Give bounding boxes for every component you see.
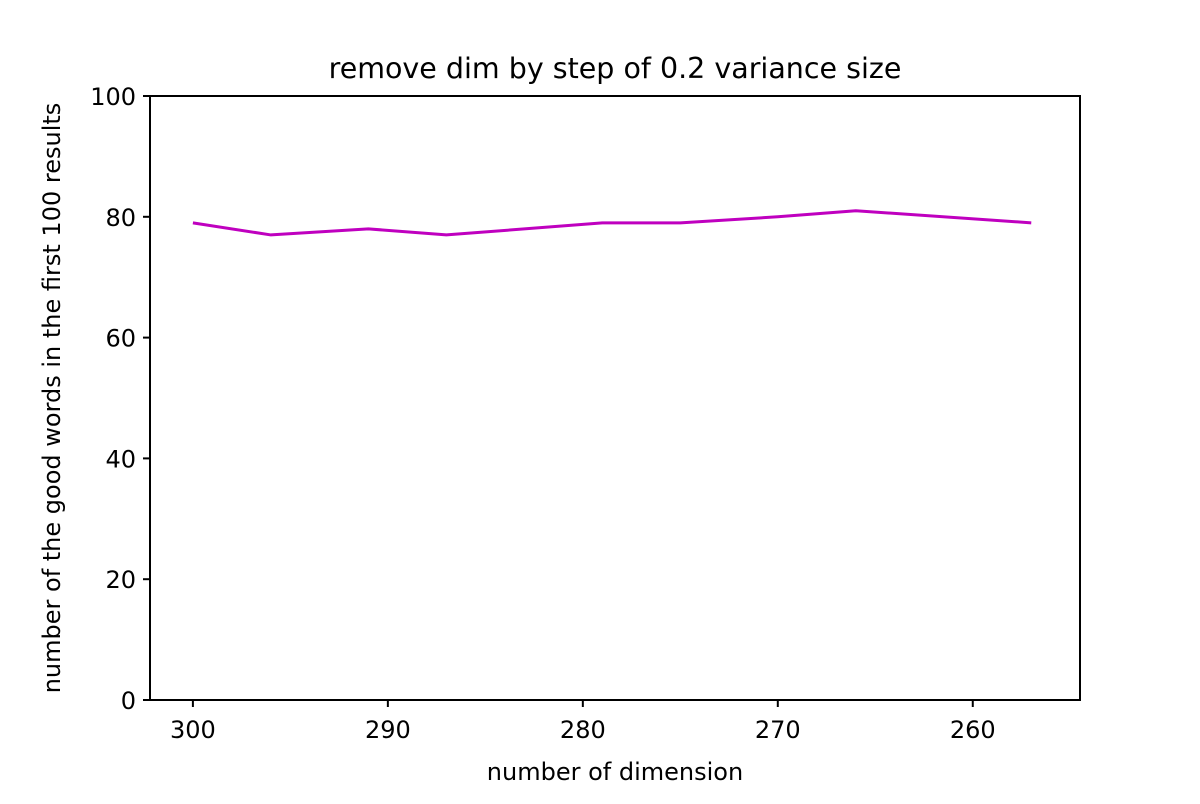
x-tick-label: 270	[755, 716, 801, 744]
y-tick-label: 0	[121, 687, 136, 715]
y-axis-label: number of the good words in the first 10…	[38, 103, 66, 694]
x-axis-ticks: 300 290 280 270 260	[170, 700, 996, 744]
x-tick-label: 290	[365, 716, 411, 744]
x-axis-label: number of dimension	[487, 758, 743, 786]
y-tick-label: 20	[105, 566, 136, 594]
x-tick-label: 280	[560, 716, 606, 744]
plot-frame	[149, 95, 1081, 701]
y-tick-label: 80	[105, 204, 136, 232]
series-line	[192, 209, 1032, 237]
x-tick-label: 300	[170, 716, 216, 744]
x-tick-label: 260	[950, 716, 996, 744]
y-axis-ticks: 0 20 40 60 80 100	[90, 83, 150, 715]
series-layer	[192, 209, 1032, 237]
y-tick-label: 60	[105, 325, 136, 353]
y-tick-label: 100	[90, 83, 136, 111]
chart-title: remove dim by step of 0.2 variance size	[329, 52, 902, 85]
y-tick-label: 40	[105, 445, 136, 473]
